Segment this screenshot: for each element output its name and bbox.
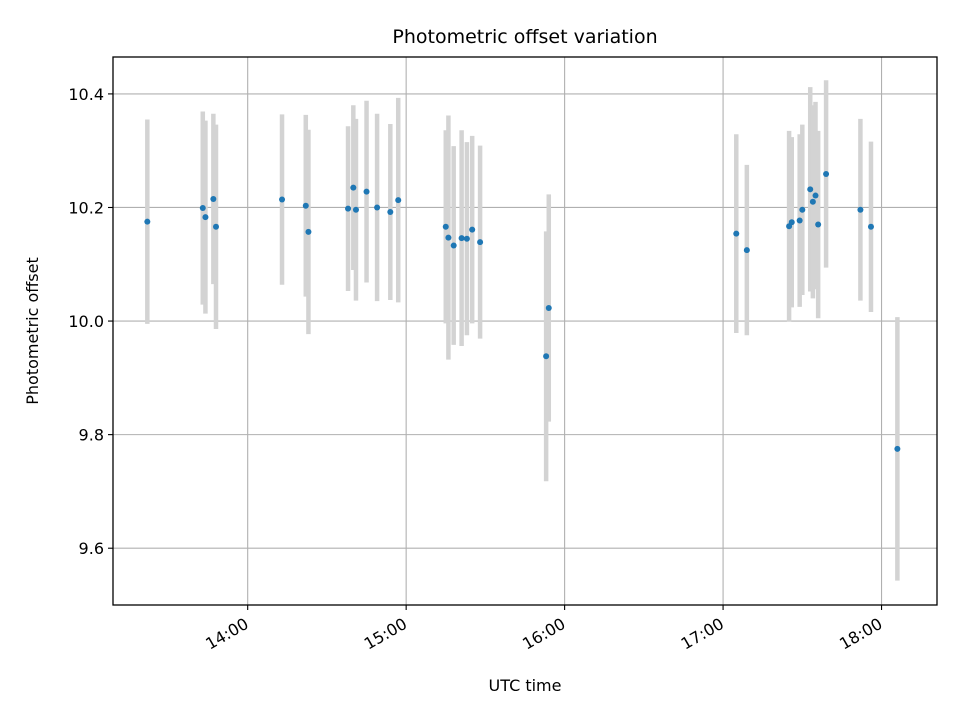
data-points	[144, 170, 901, 452]
data-point	[545, 305, 552, 312]
plot-area-frame	[112, 56, 938, 606]
data-point	[199, 205, 206, 212]
data-point	[788, 219, 795, 226]
data-point	[144, 218, 151, 225]
data-point	[305, 228, 312, 235]
data-point	[213, 223, 219, 230]
data-point	[210, 195, 217, 202]
y-tick-label: 10.0	[68, 312, 104, 331]
data-point	[395, 197, 402, 204]
data-point	[894, 445, 901, 452]
data-point	[374, 204, 381, 211]
data-point	[279, 196, 286, 203]
data-point	[543, 353, 550, 360]
data-point	[350, 184, 357, 191]
data-point	[352, 206, 359, 213]
data-point	[815, 221, 822, 228]
data-point	[450, 242, 457, 249]
y-tick-label: 9.6	[79, 539, 104, 558]
x-axis-label: UTC time	[489, 676, 562, 695]
data-point	[812, 192, 819, 199]
data-point	[867, 223, 874, 230]
data-point	[302, 202, 309, 209]
chart-title: Photometric offset variation	[392, 26, 657, 48]
data-point	[463, 235, 470, 242]
y-tick-label: 9.8	[79, 426, 104, 445]
y-tick-label: 10.4	[68, 85, 104, 104]
data-point	[743, 247, 750, 254]
data-point	[477, 239, 484, 246]
y-tick-label: 10.2	[68, 198, 104, 217]
data-point	[363, 188, 370, 195]
data-point	[202, 214, 209, 221]
data-point	[809, 198, 816, 205]
data-point	[345, 205, 352, 212]
data-point	[823, 170, 830, 177]
data-point	[387, 209, 394, 216]
gridlines	[113, 57, 937, 605]
data-point	[796, 217, 803, 224]
data-point	[469, 226, 476, 233]
data-point	[442, 223, 449, 230]
data-point	[733, 230, 740, 237]
data-point	[458, 235, 465, 242]
data-point	[857, 206, 864, 213]
y-axis-label: Photometric offset	[23, 257, 42, 405]
data-point	[445, 234, 452, 241]
data-point	[807, 186, 814, 193]
data-point	[799, 206, 806, 213]
